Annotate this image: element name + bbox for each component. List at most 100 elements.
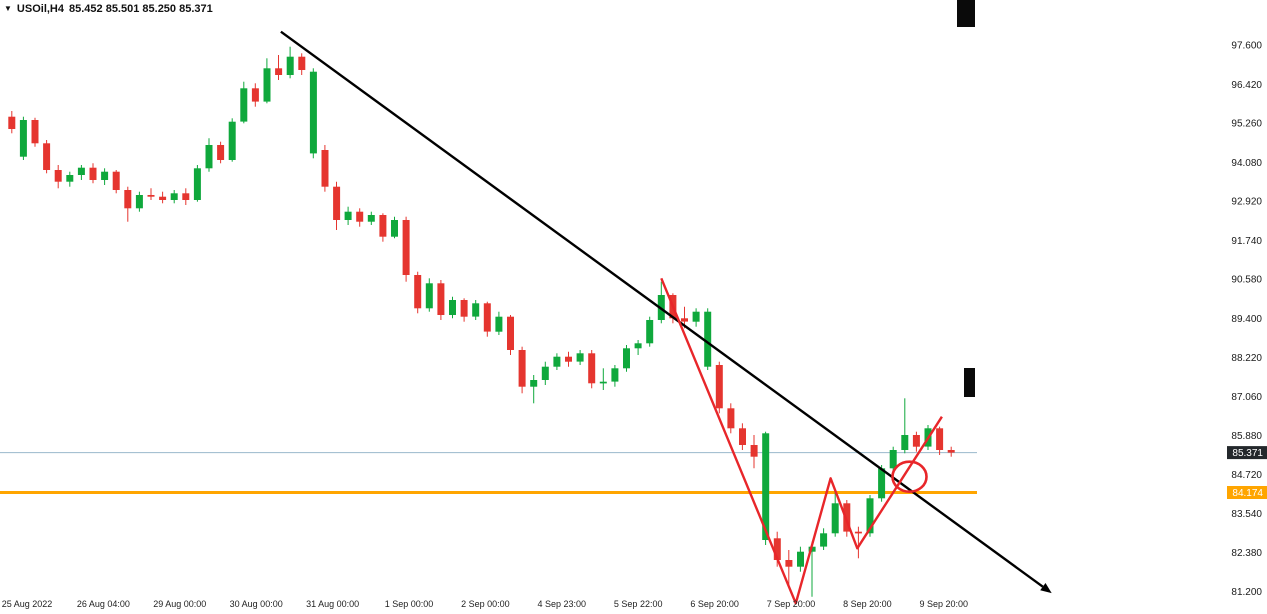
candle-body[interactable] — [205, 145, 213, 169]
candle-body[interactable] — [449, 300, 456, 315]
candle-body[interactable] — [588, 353, 596, 384]
candle-body[interactable] — [228, 121, 236, 160]
candle-body[interactable] — [646, 320, 654, 344]
candle-body[interactable] — [263, 68, 271, 102]
y-axis-label: 95.260 — [1231, 119, 1262, 130]
candle-body[interactable] — [912, 435, 920, 447]
y-axis-label: 87.060 — [1231, 392, 1262, 403]
candle-body[interactable] — [356, 211, 364, 222]
candle-body[interactable] — [599, 381, 607, 384]
candle-body[interactable] — [936, 428, 944, 450]
candle-body[interactable] — [124, 190, 132, 209]
zigzag-annotation[interactable] — [660, 277, 943, 605]
candle-body[interactable] — [460, 300, 468, 317]
candle-body[interactable] — [182, 193, 190, 200]
candle-body[interactable] — [321, 150, 329, 187]
candle-body[interactable] — [31, 120, 39, 144]
candle-body[interactable] — [854, 531, 862, 534]
candle-body[interactable] — [797, 551, 804, 567]
candle-body[interactable] — [483, 303, 491, 332]
candle-body[interactable] — [530, 380, 538, 387]
candle-body[interactable] — [831, 503, 839, 534]
x-axis-label: 26 Aug 04:00 — [77, 599, 130, 609]
candle-body[interactable] — [692, 311, 700, 322]
candle-body[interactable] — [472, 303, 480, 317]
candle-body[interactable] — [367, 215, 375, 222]
candle-body[interactable] — [298, 56, 306, 70]
candle-body[interactable] — [344, 211, 352, 220]
y-axis-label: 97.600 — [1231, 41, 1262, 52]
candle-body[interactable] — [379, 215, 387, 237]
candle-body[interactable] — [112, 171, 120, 190]
candle-body[interactable] — [89, 167, 97, 180]
candle-body[interactable] — [437, 283, 445, 315]
candle-body[interactable] — [681, 318, 688, 322]
x-axis-label: 25 Aug 2022 — [2, 599, 53, 609]
candle-body[interactable] — [217, 145, 225, 160]
candle-body[interactable] — [704, 311, 712, 367]
candle-body[interactable] — [507, 316, 514, 350]
candle-body[interactable] — [391, 220, 398, 237]
candle-body[interactable] — [739, 428, 746, 445]
candle-body[interactable] — [565, 356, 572, 362]
candle-body[interactable] — [8, 116, 16, 129]
candle-body[interactable] — [77, 167, 85, 175]
x-axis-label: 1 Sep 00:00 — [385, 599, 434, 609]
candle-body[interactable] — [889, 450, 897, 469]
candle-body[interactable] — [425, 283, 433, 309]
x-axis-label: 30 Aug 00:00 — [230, 599, 283, 609]
candle-body[interactable] — [193, 168, 201, 200]
candle-body[interactable] — [727, 408, 735, 429]
candle-body[interactable] — [147, 195, 155, 197]
candle-body[interactable] — [66, 175, 74, 182]
x-axis[interactable]: 25 Aug 2022 26 Aug 04:00 29 Aug 00:00 30 Au… — [2, 599, 968, 609]
candle-body[interactable] — [878, 468, 886, 499]
x-axis-label: 6 Sep 20:00 — [690, 599, 739, 609]
candle-body[interactable] — [715, 365, 723, 409]
y-axis-label: 82.380 — [1231, 548, 1262, 559]
candle-body[interactable] — [309, 71, 317, 154]
candle-body[interactable] — [240, 88, 248, 122]
candle-body[interactable] — [866, 498, 874, 534]
candle-body[interactable] — [762, 433, 770, 540]
candle-body[interactable] — [820, 533, 828, 547]
y-axis-label: 96.420 — [1231, 80, 1262, 91]
candle-body[interactable] — [495, 316, 503, 332]
candle-body[interactable] — [750, 445, 758, 457]
candle-body[interactable] — [634, 343, 642, 349]
candle-body[interactable] — [54, 170, 62, 182]
candle-body[interactable] — [333, 186, 341, 220]
trendline-arrowhead — [1040, 583, 1052, 594]
candle-body[interactable] — [611, 368, 619, 382]
candle-body[interactable] — [19, 120, 27, 157]
candle-body[interactable] — [901, 435, 909, 450]
y-axis-label: 89.400 — [1231, 314, 1262, 325]
candle-body[interactable] — [576, 353, 584, 362]
candle-body[interactable] — [414, 275, 422, 309]
candle-body[interactable] — [541, 366, 549, 380]
candle-body[interactable] — [159, 196, 167, 200]
candle-body[interactable] — [170, 193, 178, 200]
y-axis-label: 81.200 — [1231, 587, 1262, 598]
y-axis[interactable]: 97.600 96.420 95.260 94.080 92.920 91.740 90.5… — [1231, 41, 1262, 599]
trendline[interactable] — [280, 30, 1044, 588]
candle-body[interactable] — [275, 68, 283, 75]
candle-body[interactable] — [101, 171, 109, 180]
circle-annotation[interactable] — [891, 460, 928, 494]
candle-body[interactable] — [623, 348, 630, 369]
symbol-dropdown-icon[interactable]: ▼ — [4, 4, 12, 13]
candle-body[interactable] — [286, 56, 294, 75]
candle-body[interactable] — [43, 143, 51, 170]
y-axis-label: 88.220 — [1231, 353, 1262, 364]
candle-body[interactable] — [402, 220, 410, 275]
candle-body[interactable] — [785, 560, 793, 567]
candle-body[interactable] — [553, 356, 561, 367]
candle-body[interactable] — [251, 88, 259, 102]
candle-body[interactable] — [947, 450, 955, 453]
candle-body[interactable] — [135, 195, 143, 209]
candle-body[interactable] — [773, 538, 781, 560]
candle-body[interactable] — [518, 350, 526, 387]
x-axis-label: 29 Aug 00:00 — [153, 599, 206, 609]
current-price-tag — [1227, 446, 1267, 460]
